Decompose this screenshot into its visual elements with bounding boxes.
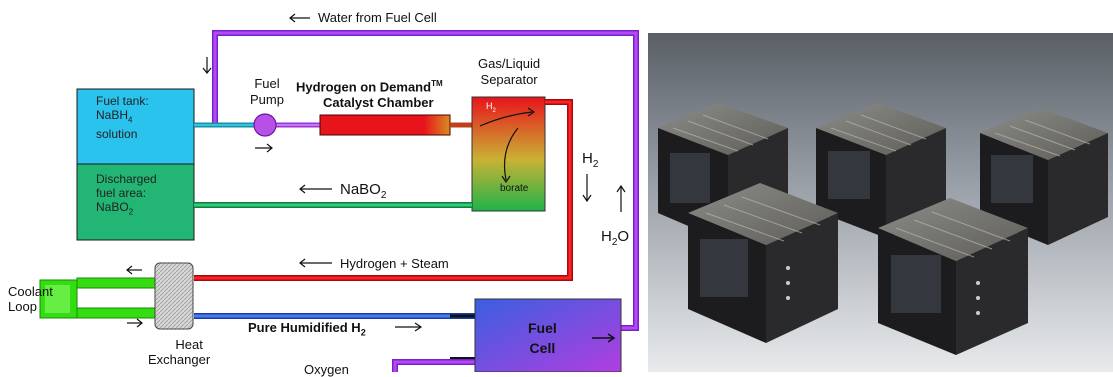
battery-module (816, 103, 946, 238)
pure-humidified-label: Pure Humidified H2 (248, 320, 366, 338)
fuel-system-diagram: Water from Fuel Cell Fuel tank: NaBH4 so… (8, 10, 639, 377)
h2o-side-label: H2O (601, 228, 630, 248)
separator-h2-label: H2 (486, 101, 496, 114)
borate-label: borate (500, 183, 529, 194)
battery-modules-image (648, 33, 1113, 372)
fuel-pump-label: Fuel Pump (250, 76, 284, 107)
water-from-fuel-cell-label: Water from Fuel Cell (318, 10, 437, 25)
battery-module (878, 198, 1028, 355)
fuel-cell-label: Fuel Cell (528, 320, 557, 356)
fuel-cell-box (474, 298, 622, 372)
catalyst-chamber (319, 114, 451, 136)
fuel-tank-label: Fuel tank: NaBH4 solution (96, 94, 149, 142)
fuel-tank-box (76, 88, 195, 165)
fuel-pump-icon (253, 113, 277, 137)
discharged-area-box (76, 163, 195, 241)
separator-label: Gas/Liquid Separator (478, 56, 541, 87)
h2-side-label: H2 (582, 150, 599, 170)
heat-exchanger-icon (154, 262, 194, 330)
battery-module (688, 183, 838, 343)
discharged-area-label: Discharged fuel area: NaBO2 (96, 172, 157, 217)
oxygen-label: Oxygen (304, 362, 349, 377)
hydrogen-steam-label: Hydrogen + Steam (340, 256, 449, 271)
diagram-lines (39, 13, 639, 372)
battery-modules-photo (648, 33, 1113, 372)
coolant-loop-label: Coolant Loop (8, 284, 53, 314)
catalyst-chamber-label: Hydrogen on DemandTM Catalyst Chamber (296, 79, 443, 111)
nabo2-flow-label: NaBO2 (340, 181, 387, 201)
heat-exchanger-label: Heat Exchanger (148, 337, 211, 367)
